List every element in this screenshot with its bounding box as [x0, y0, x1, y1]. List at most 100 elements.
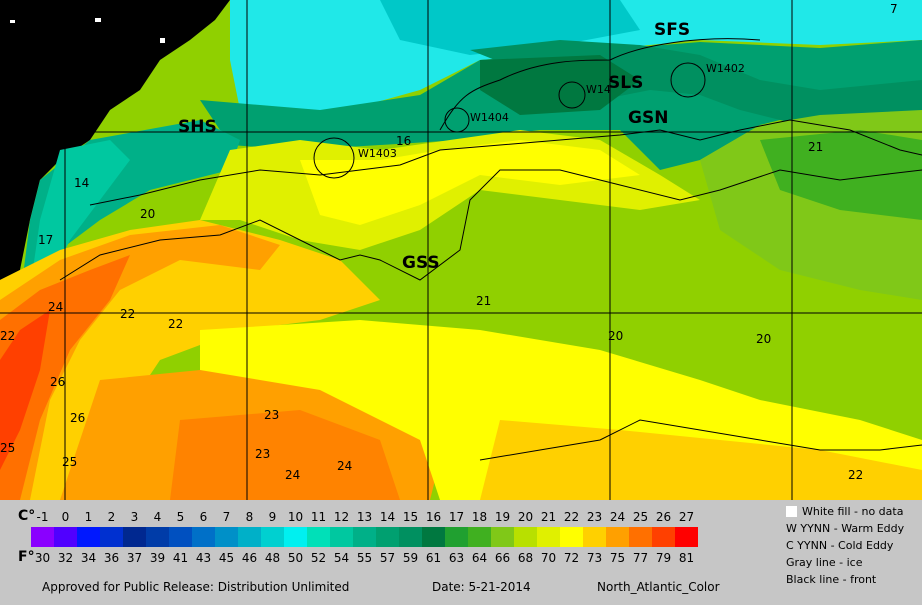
key-warm-eddy: W YYNN - Warm Eddy	[786, 522, 904, 535]
temp-label: 22	[168, 317, 184, 331]
celsius-tick: 19	[494, 510, 511, 524]
temp-label: 17	[38, 233, 54, 247]
temp-label: 22	[848, 468, 864, 482]
fahrenheit-tick: 79	[655, 551, 672, 565]
scale-swatch	[445, 527, 468, 547]
fahrenheit-tick: 59	[402, 551, 419, 565]
temp-label: 24	[48, 300, 64, 314]
date-label: Date: 5-21-2014	[432, 580, 531, 594]
celsius-tick: 26	[655, 510, 672, 524]
celsius-tick: 7	[222, 510, 231, 524]
front-label-sls: SLS	[608, 73, 644, 93]
fahrenheit-tick: 63	[448, 551, 465, 565]
no-data-swatch	[786, 506, 797, 517]
celsius-tick: -1	[36, 510, 49, 524]
fahrenheit-tick: 32	[57, 551, 74, 565]
fahrenheit-tick: 45	[218, 551, 235, 565]
key-code: W YYNN	[786, 522, 831, 535]
celsius-axis-label: C°	[18, 508, 36, 524]
celsius-tick: 0	[61, 510, 70, 524]
fahrenheit-tick: 39	[149, 551, 166, 565]
eddy-label-w1403: W1403	[358, 147, 397, 160]
scale-swatch	[261, 527, 284, 547]
key-cold-eddy: C YYNN - Cold Eddy	[786, 539, 893, 552]
key-text: - Cold Eddy	[830, 539, 894, 552]
temp-label: 20	[140, 207, 156, 221]
fahrenheit-tick: 70	[540, 551, 557, 565]
scale-swatch	[675, 527, 698, 547]
scale-swatch	[376, 527, 399, 547]
celsius-tick: 9	[268, 510, 277, 524]
temp-label: 24	[337, 459, 353, 473]
celsius-tick: 12	[333, 510, 350, 524]
scale-swatch	[514, 527, 537, 547]
celsius-tick: 20	[517, 510, 534, 524]
scale-swatch	[606, 527, 629, 547]
key-ice: Gray line - ice	[786, 556, 863, 569]
celsius-tick: 2	[107, 510, 116, 524]
celsius-tick: 11	[310, 510, 327, 524]
fahrenheit-tick: 57	[379, 551, 396, 565]
fahrenheit-tick: 46	[241, 551, 258, 565]
scale-swatch	[146, 527, 169, 547]
celsius-tick: 22	[563, 510, 580, 524]
scale-swatch	[307, 527, 330, 547]
temp-label: 26	[50, 375, 66, 389]
celsius-tick: 5	[176, 510, 185, 524]
legend-panel	[0, 500, 922, 605]
celsius-tick: 23	[586, 510, 603, 524]
release-notice: Approved for Public Release: Distributio…	[42, 580, 350, 594]
scale-swatch	[468, 527, 491, 547]
scale-swatch	[560, 527, 583, 547]
product-name: North_Atlantic_Color	[597, 580, 720, 594]
scale-swatch	[100, 527, 123, 547]
fahrenheit-tick: 30	[34, 551, 51, 565]
temp-label: 20	[608, 329, 624, 343]
scale-swatch	[583, 527, 606, 547]
fahrenheit-tick: 41	[172, 551, 189, 565]
fahrenheit-tick: 68	[517, 551, 534, 565]
temp-label: 24	[285, 468, 301, 482]
scale-swatch	[215, 527, 238, 547]
celsius-tick: 16	[425, 510, 442, 524]
eddy-label-w1402: W1402	[706, 62, 745, 75]
temp-label: 14	[74, 176, 90, 190]
temp-label: 26	[70, 411, 86, 425]
celsius-tick: 24	[609, 510, 626, 524]
scale-swatch	[54, 527, 77, 547]
fahrenheit-tick: 73	[586, 551, 603, 565]
scale-swatch	[330, 527, 353, 547]
fahrenheit-tick: 66	[494, 551, 511, 565]
front-label-sfs: SFS	[654, 20, 691, 40]
temp-label: 25	[62, 455, 78, 469]
front-label-gss: GSS	[402, 253, 440, 273]
celsius-tick: 6	[199, 510, 208, 524]
eddy-label-w1404: W1404	[470, 111, 509, 124]
celsius-tick: 17	[448, 510, 465, 524]
fahrenheit-tick: 48	[264, 551, 281, 565]
fahrenheit-axis-label: F°	[18, 549, 35, 565]
temp-label: 21	[476, 294, 492, 308]
sst-map: SFS SLS GSN SHS GSS W1402 W1404 W1403 W1…	[0, 0, 922, 500]
celsius-tick: 27	[678, 510, 695, 524]
fahrenheit-tick: 81	[678, 551, 695, 565]
scale-swatch	[238, 527, 261, 547]
temp-label: 20	[756, 332, 772, 346]
eddy-label-w14: W14	[586, 83, 611, 96]
key-no-data: White fill - no data	[802, 505, 904, 518]
temp-label: 16	[396, 134, 412, 148]
fahrenheit-tick: 50	[287, 551, 304, 565]
scale-swatch	[399, 527, 422, 547]
scale-swatch	[422, 527, 445, 547]
temp-label: 23	[255, 447, 271, 461]
scale-swatch	[31, 527, 54, 547]
scale-swatch	[284, 527, 307, 547]
scale-swatch	[537, 527, 560, 547]
fahrenheit-tick: 55	[356, 551, 373, 565]
celsius-tick: 8	[245, 510, 254, 524]
temp-label: 22	[120, 307, 136, 321]
scale-swatch	[652, 527, 675, 547]
fahrenheit-tick: 77	[632, 551, 649, 565]
temp-label: 7	[890, 2, 898, 16]
fahrenheit-tick: 72	[563, 551, 580, 565]
